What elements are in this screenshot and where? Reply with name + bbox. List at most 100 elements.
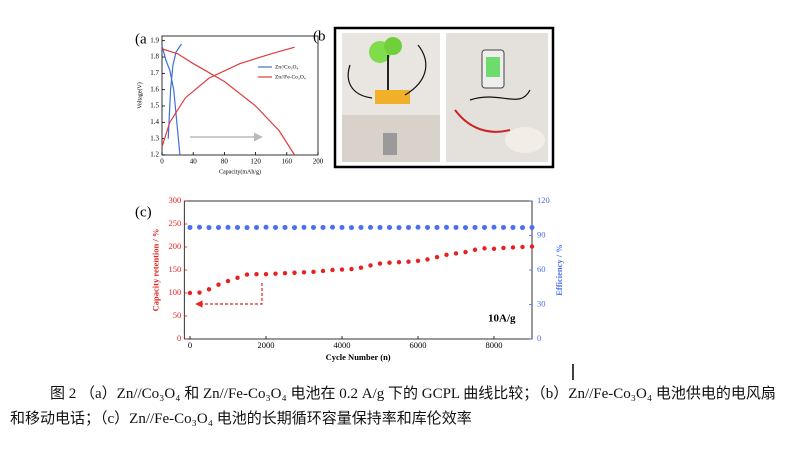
point: [349, 225, 354, 231]
point: [273, 271, 278, 276]
y-tick-label: 150: [169, 264, 182, 274]
y-tick-label: 1.2: [150, 151, 159, 159]
panel-label: (a: [135, 31, 147, 47]
plot-frame: [161, 35, 319, 156]
point: [520, 225, 525, 231]
point: [501, 245, 506, 251]
x-tick-label: 4000: [334, 340, 351, 350]
y2-tick-label: 90: [537, 229, 546, 239]
point: [254, 271, 259, 277]
point: [434, 224, 440, 230]
x-tick-label: 120: [250, 158, 261, 166]
point: [358, 224, 364, 230]
point: [453, 251, 459, 256]
x-tick-label: 6000: [410, 340, 427, 350]
point: [406, 224, 411, 230]
point: [197, 290, 202, 295]
point: [301, 224, 307, 230]
point: [263, 224, 269, 230]
figure: (a (b (c) 0 40 80 120 160 200 1.2 1.3 1.4 1.5 1.6 1.7 1…: [135, 26, 574, 380]
point: [529, 244, 535, 249]
point: [482, 246, 487, 251]
point: [311, 224, 316, 230]
point: [187, 224, 193, 230]
point: [529, 224, 535, 230]
series-line: [161, 43, 182, 156]
point: [463, 225, 468, 231]
point: [187, 290, 193, 296]
chart: 0 40 80 120 160 200 1.2 1.3 1.4 1.5 1.6 1.7 1.8 1.9 Ca…: [136, 35, 324, 175]
point: [425, 224, 430, 230]
y-tick-label: 200: [169, 241, 182, 251]
point: [216, 224, 221, 230]
y2-tick-label: 120: [537, 195, 550, 205]
arrow: [195, 283, 263, 308]
point: [273, 224, 278, 230]
point: [368, 224, 373, 230]
y-tick-label: 250: [169, 218, 182, 228]
x-tick-label: 40: [190, 158, 198, 166]
point: [368, 263, 373, 268]
legend-label: Zn//Co₃O₄: [275, 64, 298, 70]
legend-label: Zn//Fe-Co₃O₄: [275, 74, 306, 80]
point: [444, 224, 449, 230]
point: [339, 267, 345, 272]
annotation: 10A/g: [488, 313, 516, 325]
point: [472, 247, 478, 252]
point: [206, 225, 212, 231]
point: [206, 287, 212, 292]
point: [463, 249, 468, 255]
x-tick-label: 8000: [486, 340, 503, 350]
y-tick-label: 1.8: [150, 53, 159, 61]
point: [387, 260, 392, 265]
point: [349, 266, 354, 272]
point: [282, 271, 288, 276]
point: [263, 271, 269, 277]
x-tick-label: 0: [188, 340, 192, 350]
point: [406, 259, 411, 264]
point: [491, 224, 497, 230]
panel-label: (c): [135, 204, 152, 220]
point: [235, 275, 240, 281]
point: [444, 252, 449, 258]
x-axis-label: Cycle Number (n): [326, 352, 391, 362]
point: [415, 224, 421, 230]
point: [197, 224, 202, 230]
y-tick-label: 50: [173, 310, 182, 320]
photo-panel: [333, 26, 555, 169]
y-tick-label: 300: [169, 195, 182, 205]
y-tick-label: 1.6: [150, 85, 159, 93]
point: [396, 259, 402, 265]
point: [377, 261, 383, 266]
panel-label: (b: [313, 28, 326, 44]
point: [520, 244, 525, 250]
point: [311, 269, 316, 275]
point: [225, 278, 231, 284]
point: [510, 245, 516, 250]
point: [482, 224, 487, 230]
y2-tick-label: 0: [537, 333, 541, 343]
chart: 0 2000 4000 6000 8000 0 50 100 150 200 250 300 0 30 60…: [150, 195, 564, 362]
point: [235, 224, 240, 230]
y-tick-label: 1.3: [150, 134, 159, 142]
x-tick-label: 0: [160, 158, 164, 166]
y-tick-label: 1.7: [150, 69, 159, 77]
series-line: [161, 46, 296, 156]
point: [396, 225, 402, 231]
point: [453, 224, 459, 230]
point: [425, 257, 430, 262]
y2-axis-label: Efficiency / %: [554, 244, 564, 295]
point: [491, 246, 497, 252]
point: [216, 282, 221, 287]
point: [330, 267, 335, 273]
point: [339, 224, 345, 230]
y-tick-label: 1.9: [150, 36, 159, 44]
y2-tick-label: 60: [537, 264, 546, 274]
x-tick-label: 2000: [258, 340, 275, 350]
x-tick-label: 160: [282, 158, 293, 166]
y-tick-label: 1.5: [150, 102, 159, 110]
point: [244, 272, 250, 277]
y-tick-label: 0: [177, 333, 181, 343]
x-tick-label: 80: [221, 158, 229, 166]
